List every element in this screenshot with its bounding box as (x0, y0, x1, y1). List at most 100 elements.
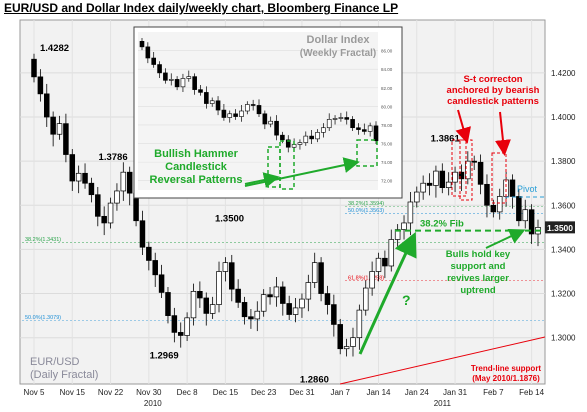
annotation-text: (May 2010/1.1876) (472, 374, 540, 383)
inset-candle-body (256, 105, 262, 115)
inset-y-tick-label: 74.00 (381, 160, 393, 165)
inset-annotation-arrow (244, 157, 360, 187)
candle-body (229, 262, 235, 290)
inset-candle-body (174, 79, 180, 88)
inset-candle-body (239, 110, 244, 117)
candle-body (203, 297, 210, 314)
annotation-text: support and (451, 261, 506, 272)
candle-body (165, 292, 171, 316)
inset-candle-body (315, 132, 320, 140)
inset-annotation-text: Candlestick (165, 161, 228, 173)
annotation-text: ? (402, 292, 411, 308)
candle-body (260, 294, 267, 312)
candle-body (350, 337, 356, 347)
annotation-arrow (485, 229, 526, 249)
annotation-arrow (494, 111, 511, 156)
candle-body (50, 116, 56, 135)
annotation-arrow (455, 109, 471, 144)
candle-body (484, 183, 490, 206)
price-label: 1.3861 (431, 134, 461, 145)
candle-body (75, 172, 82, 182)
candle-body (158, 274, 165, 293)
price-label: 1.4282 (40, 43, 69, 54)
candle-body (241, 302, 248, 318)
candle-body (426, 182, 433, 186)
x-tick-label: Dec 23 (251, 388, 277, 397)
candle-body (414, 191, 420, 203)
candle-body (496, 196, 503, 213)
fib-level-label: 50.0%(1.3079) (25, 315, 61, 321)
fib-level-label: 38.2%(1.3431) (25, 237, 61, 243)
candle-body (114, 190, 120, 204)
y-tick-label: 1.3000 (551, 334, 576, 343)
x-tick-label: Jan 7 (330, 388, 350, 397)
inset-y-tick-label: 82.00 (381, 86, 393, 91)
candle-body (465, 160, 471, 180)
price-label: 1.2860 (300, 375, 329, 386)
candle-body (31, 58, 37, 78)
chart-title: EUR/USD and Dollar Index daily/weekly ch… (4, 1, 399, 15)
inset-candle-body (233, 113, 238, 117)
candle-body (267, 294, 273, 298)
main-chart-panel: 1.4200 1.4000 1.3800 1.3600 1.3400 1.3200 1.30… (19, 19, 576, 408)
inset-y-tick-label: 72.00 (381, 179, 393, 184)
inset-candle-body (245, 104, 250, 112)
fib-level-label: 50.0%(1.3563) (348, 208, 384, 214)
candle-body (477, 161, 484, 185)
inset-candle-body (303, 135, 309, 143)
inset-pattern-box (279, 140, 295, 190)
annotation-text: Trend-line support (471, 364, 542, 373)
x-tick-label: Nov 5 (24, 388, 45, 397)
candle-body (324, 293, 331, 305)
candle-body (337, 324, 343, 350)
candle-body (516, 196, 522, 222)
annotation-text: candlestick patterns (447, 96, 539, 107)
pivot-label: Pivot (517, 184, 538, 194)
inset-candle-body (285, 139, 291, 148)
x-tick-label: Nov 30 (136, 388, 162, 397)
candle-body (522, 209, 528, 222)
last-price-label: 1.3500 (547, 223, 573, 233)
plot-area (19, 19, 546, 385)
inset-candle-body (168, 79, 174, 81)
candle-body (139, 220, 146, 248)
annotation-text: Bulls hold key (446, 249, 511, 260)
inset-candle-body (356, 127, 361, 130)
x-tick-label: Jan 14 (366, 388, 391, 397)
candle-body (458, 171, 465, 180)
candle-body (197, 291, 203, 299)
candle-body (190, 291, 197, 319)
inset-y-tick-label: 84.00 (381, 67, 393, 72)
series-label: (Daily Fractal) (30, 369, 98, 381)
candle-body (235, 288, 241, 303)
candle-body (471, 160, 477, 163)
candle-body (44, 93, 50, 118)
inset-annotation-text: Reversal Patterns (150, 174, 243, 186)
candle-body (305, 282, 312, 300)
candle-body (407, 201, 414, 224)
candle-body (420, 182, 426, 193)
candle-body (146, 246, 152, 261)
trend-line (339, 336, 546, 385)
annotation-arrow (358, 231, 417, 355)
candle-body (254, 310, 261, 320)
inset-candle-body (332, 118, 338, 120)
candle-body (95, 194, 101, 217)
annotation-text: anchored by bearish (447, 85, 540, 96)
y-tick-label: 1.4000 (551, 113, 576, 122)
candle-body (299, 298, 305, 309)
inset-pattern-box (356, 139, 378, 167)
candle-body (37, 76, 44, 95)
inset-candle-body (373, 125, 379, 142)
inset-candle-body (180, 78, 186, 88)
x-tick-label: Nov 15 (60, 388, 86, 397)
y-tick-label: 1.3600 (551, 201, 576, 210)
annotation-text: revives larger (447, 273, 509, 284)
fib-level-label: 61.8%(1.3258) (348, 275, 384, 281)
fib-level-label: 38.2%(1.3594) (348, 201, 384, 207)
price-label: 1.3500 (215, 213, 244, 224)
x-tick-label: Nov 22 (98, 388, 124, 397)
candle-body (88, 182, 95, 196)
inset-y-tick-label: 86.00 (381, 49, 393, 54)
